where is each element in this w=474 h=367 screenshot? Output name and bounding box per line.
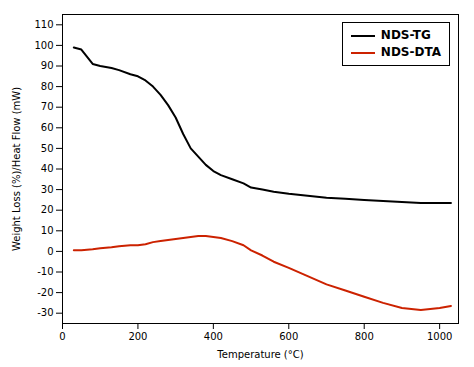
- svg-text:800: 800: [355, 331, 374, 342]
- svg-text:-20: -20: [37, 287, 53, 298]
- svg-text:50: 50: [41, 143, 54, 154]
- svg-text:0: 0: [47, 246, 53, 257]
- svg-text:80: 80: [41, 81, 54, 92]
- svg-text:-30: -30: [37, 307, 53, 318]
- svg-text:30: 30: [41, 184, 54, 195]
- svg-text:Weight Loss (%)/Heat Flow (mW): Weight Loss (%)/Heat Flow (mW): [11, 87, 22, 251]
- svg-text:200: 200: [128, 331, 147, 342]
- svg-text:60: 60: [41, 122, 54, 133]
- svg-text:400: 400: [204, 331, 223, 342]
- svg-text:-10: -10: [37, 266, 53, 277]
- svg-text:Temperature (°C): Temperature (°C): [216, 349, 303, 360]
- html-text:NDS-TG: NDS-TG: [380, 28, 431, 42]
- svg-text:90: 90: [41, 60, 54, 71]
- svg-text:110: 110: [34, 19, 53, 30]
- svg-text:0: 0: [59, 331, 65, 342]
- svg-text:1000: 1000: [427, 331, 452, 342]
- svg-text:10: 10: [41, 225, 54, 236]
- svg-text:70: 70: [41, 101, 54, 112]
- svg-text:20: 20: [41, 204, 54, 215]
- html-text:NDS-DTA: NDS-DTA: [380, 45, 441, 59]
- svg-text:600: 600: [279, 331, 298, 342]
- svg-text:40: 40: [41, 163, 54, 174]
- svg-text:100: 100: [34, 40, 53, 51]
